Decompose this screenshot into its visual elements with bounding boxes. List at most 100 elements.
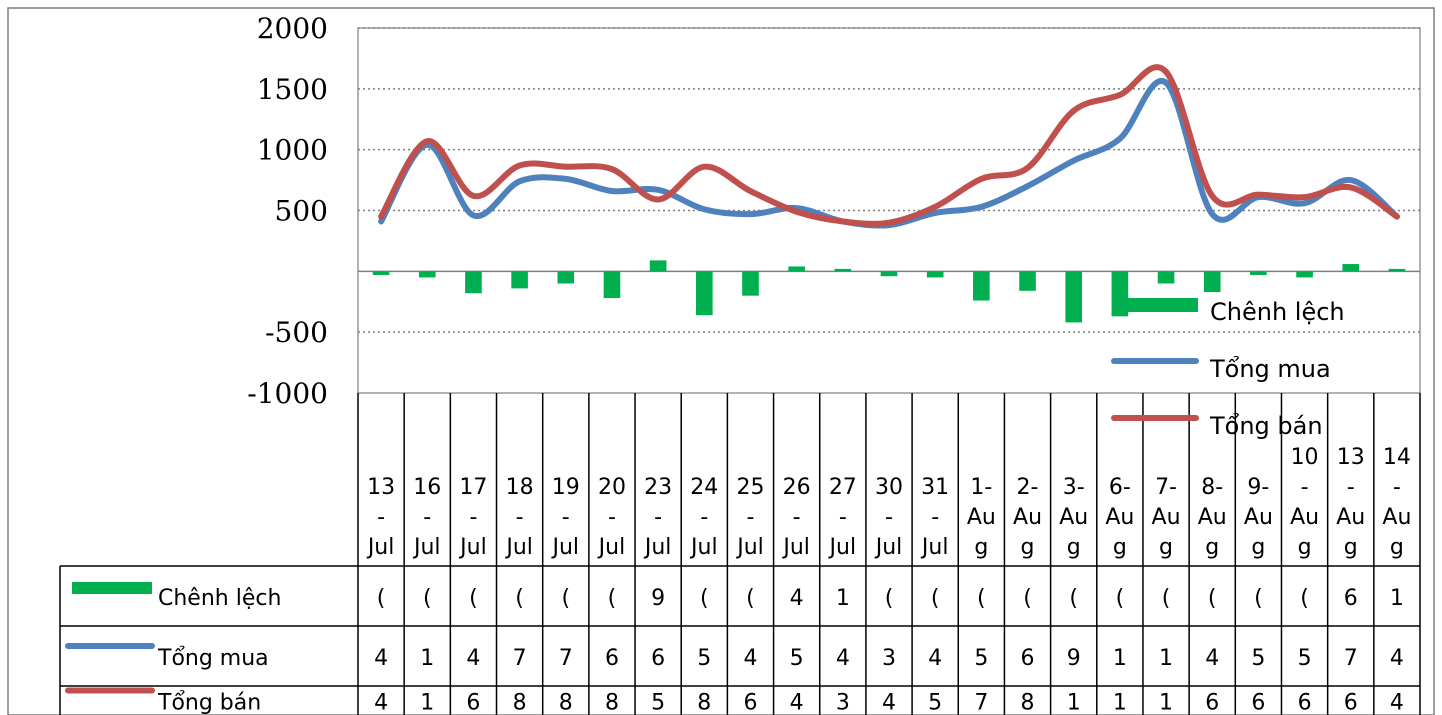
table-cell: 8 [697,691,711,715]
bar-chenh-lech [557,271,575,284]
x-category-label: - [1301,475,1309,500]
bar-chenh-lech [834,268,852,272]
table-cell: 9 [1067,646,1081,671]
x-category-label: 31 [921,475,949,500]
x-category-label: 6- [1109,475,1131,500]
gridlines [357,27,1421,394]
x-category-label: - [747,505,755,530]
table-cell: 6 [651,646,665,671]
data-table: 13-Jul16-Jul17-Jul18-Jul19-Jul20-Jul23-J… [59,393,1421,715]
x-category-label: Au [1336,505,1365,530]
x-category-label: 19 [552,475,580,500]
legend-label: Chênh lệch [1210,298,1345,326]
bar-chenh-lech [926,271,944,278]
table-cell: 1 [420,646,434,671]
x-category-label: g [1113,535,1127,560]
x-category-label: 24 [690,475,718,500]
legend: Chênh lệch Tổng mua Tổng bán [1111,298,1345,440]
bar-chenh-lech [1019,271,1036,291]
table-cell: 3 [882,646,896,671]
table-cell: 4 [1390,691,1404,715]
table-series-name: Tổng mua [157,646,269,671]
table-cell: ( [1254,586,1263,611]
bar-chenh-lech [1065,271,1083,323]
x-category-label: - [423,505,431,530]
x-category-label: g [1159,535,1173,560]
y-tick-label: 500 [275,195,328,228]
table-cell: ( [700,586,709,611]
y-tick-label: 1000 [257,134,328,167]
y-tick-label: -500 [265,316,328,349]
table-cell: 6 [1344,691,1358,715]
table-cell: 5 [928,691,942,715]
x-category-label: g [1067,535,1081,560]
x-category-label: Jul [504,535,533,560]
x-category-label: Jul [458,535,487,560]
table-cell: 6 [1298,691,1312,715]
table-cell: 7 [1344,646,1358,671]
x-category-label: 13 [1337,445,1365,470]
x-category-label: - [562,505,570,530]
bar-chenh-lech [1250,271,1267,275]
x-category-label: 7- [1155,475,1177,500]
table-cell: ( [1300,586,1309,611]
table-cell: 8 [1021,691,1035,715]
table-cell: 7 [974,691,988,715]
table-cell: 1 [1113,691,1127,715]
y-tick-label: -1000 [247,377,328,410]
x-category-label: - [931,505,939,530]
x-category-label: g [1205,535,1219,560]
table-cell: 4 [466,646,480,671]
x-category-label: g [974,535,988,560]
x-category-label: 3- [1063,475,1085,500]
bar-chenh-lech [649,260,667,272]
table-cell: 1 [836,586,850,611]
legend-key-bar [1118,298,1198,312]
table-cell: 4 [1390,646,1404,671]
x-category-label: - [885,505,893,530]
table-cell: ( [1208,586,1217,611]
table-cell: 4 [928,646,942,671]
x-category-label: 18 [506,475,534,500]
table-cell: 4 [790,691,804,715]
bar-chenh-lech [742,271,759,296]
x-category-label: 9- [1247,475,1269,500]
table-cell: 4 [1205,646,1219,671]
bar-chenh-lech [511,271,528,289]
x-category-label: Au [1290,505,1319,530]
table-cell: ( [885,586,894,611]
table-cell: 6 [605,646,619,671]
y-tick-label: 2000 [257,12,328,45]
table-cell: ( [469,586,478,611]
table-key-bar [72,582,152,594]
x-category-label: 27 [829,475,857,500]
table-cell: ( [1023,586,1032,611]
x-category-label: - [469,505,477,530]
x-category-label: g [1021,535,1035,560]
x-category-label: Jul [366,535,395,560]
x-category-label: - [839,505,847,530]
x-category-label: 2- [1017,475,1039,500]
table-cell: 6 [1344,586,1358,611]
x-category-label: Jul [643,535,672,560]
table-cell: 5 [651,691,665,715]
table-cell: ( [746,586,755,611]
x-category-label: 30 [875,475,903,500]
bar-chenh-lech [695,271,713,316]
table-cell: 4 [374,691,388,715]
table-cell: 8 [559,691,573,715]
legend-label: Tổng mua [1209,355,1331,383]
table-series-name: Tổng bán [157,691,261,715]
x-category-label: 16 [413,475,441,500]
y-tick-label: 1500 [257,73,328,106]
x-category-label: Au [1244,505,1273,530]
table-cell: ( [1162,586,1171,611]
x-category-label: - [1393,475,1401,500]
table-cell: 1 [1067,691,1081,715]
table-cell: ( [377,586,386,611]
table-cell: 1 [1390,586,1404,611]
x-category-label: Jul [597,535,626,560]
table-cell: 5 [1298,646,1312,671]
x-category-label: Au [1013,505,1042,530]
x-category-label: Au [1382,505,1411,530]
